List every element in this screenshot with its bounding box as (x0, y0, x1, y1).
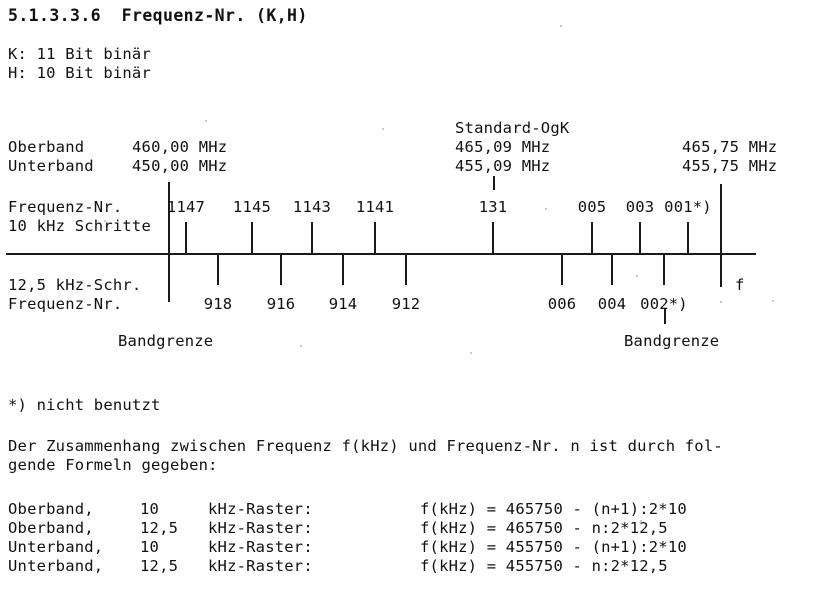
band-limit-label-left: Bandgrenze (118, 332, 214, 350)
formula-band-label: Unterband, (8, 538, 104, 556)
tick-label-10khz: 1147 (166, 198, 206, 216)
tick-mark-125khz (561, 253, 563, 285)
label-frequenz-nr-top: Frequenz-Nr. (8, 198, 123, 216)
frequency-diagram: Oberband Unterband 460,00 MHz 450,00 MHz… (0, 110, 816, 380)
label-125khz-schritte: 12,5 kHz-Schr. (8, 276, 142, 294)
formula-expression: f(kHz) = 455750 - n:2*12,5 (420, 557, 668, 575)
tick-mark-10khz (185, 222, 187, 253)
band-boundary-line-left (168, 182, 170, 302)
value-unterband-end: 455,75 MHz (682, 157, 778, 175)
scan-speckle (210, 468, 212, 470)
tick-label-10khz: 003 (625, 198, 655, 216)
scan-speckle (636, 275, 638, 277)
formula-expression: f(kHz) = 455750 - (n+1):2*10 (420, 538, 687, 556)
scan-speckle (560, 25, 562, 27)
formula-grid-value: 12,5 (140, 557, 179, 575)
tick-label-10khz: 005 (577, 198, 607, 216)
body-paragraph: Der Zusammenhang zwischen Frequenz f(kHz… (8, 437, 723, 474)
formula-band-label: Unterband, (8, 557, 104, 575)
axis-label-f: f (735, 276, 745, 294)
value-oberband-start: 460,00 MHz (132, 138, 228, 156)
label-oberband: Oberband (8, 138, 85, 156)
scan-speckle (205, 120, 207, 122)
scan-speckle (470, 352, 472, 354)
scan-speckle (104, 220, 106, 222)
tick-mark-10khz (687, 222, 689, 253)
formula-grid-value: 10 (140, 500, 160, 518)
tick-label-125khz: 918 (203, 295, 233, 313)
formula-grid-value: 10 (140, 538, 160, 556)
tick-mark-125khz (663, 253, 665, 285)
band-limit-label-right: Bandgrenze (624, 332, 720, 350)
tick-mark-10khz (492, 222, 494, 253)
intro-text: K: 11 Bit binär H: 10 Bit binär (8, 45, 151, 82)
label-standard-ogk: Standard-OgK (455, 119, 570, 137)
formula-band-label: Oberband, (8, 500, 94, 518)
footnote-text: *) nicht benutzt (8, 396, 161, 414)
standard-ogk-pointer-tick (493, 176, 495, 190)
band-boundary-line-right (720, 184, 722, 287)
formula-expression: f(kHz) = 465750 - (n+1):2*10 (420, 500, 687, 518)
tick-label-10khz: 1141 (355, 198, 395, 216)
tick-label-10khz: 001*) (664, 198, 712, 216)
tick-mark-10khz (251, 222, 253, 253)
value-unterband-standard: 455,09 MHz (455, 157, 551, 175)
tick-mark-125khz (611, 253, 613, 285)
tick-label-10khz: 1143 (292, 198, 332, 216)
tick-mark-10khz (311, 222, 313, 253)
scan-speckle (720, 301, 722, 303)
formula-raster-label: kHz-Raster: (208, 557, 313, 575)
tick-mark-125khz (342, 253, 344, 285)
scan-speckle (528, 128, 530, 130)
tick-label-125khz: 912 (391, 295, 421, 313)
tick-mark-10khz (374, 222, 376, 253)
scan-speckle (300, 345, 302, 347)
scan-speckle (382, 128, 384, 130)
value-unterband-start: 450,00 MHz (132, 157, 228, 175)
tick-mark-10khz (639, 222, 641, 253)
page-title: 5.1.3.3.6 Frequenz-Nr. (K,H) (8, 6, 308, 25)
formula-raster-label: kHz-Raster: (208, 500, 313, 518)
scan-speckle (545, 208, 547, 210)
scan-speckle (640, 520, 642, 522)
tick-mark-10khz (591, 222, 593, 253)
formula-raster-label: kHz-Raster: (208, 538, 313, 556)
label-unterband: Unterband (8, 157, 94, 175)
tick-label-125khz: 004 (597, 295, 627, 313)
frequency-axis-line (6, 253, 756, 255)
value-oberband-standard: 465,09 MHz (455, 138, 551, 156)
label-frequenz-nr-bottom: Frequenz-Nr. (8, 295, 123, 313)
formula-raster-label: kHz-Raster: (208, 519, 313, 537)
tick-label-125khz: 916 (266, 295, 296, 313)
tick-label-10khz: 131 (478, 198, 508, 216)
formula-expression: f(kHz) = 465750 - n:2*12,5 (420, 519, 668, 537)
tick-label-125khz: 002*) (640, 295, 688, 313)
formula-band-label: Oberband, (8, 519, 94, 537)
value-oberband-end: 465,75 MHz (682, 138, 778, 156)
tick-mark-125khz (405, 253, 407, 285)
formula-grid-value: 12,5 (140, 519, 179, 537)
tick-label-10khz: 1145 (232, 198, 272, 216)
tick-label-125khz: 006 (547, 295, 577, 313)
tick-label-125khz: 914 (328, 295, 358, 313)
tick-mark-125khz (217, 253, 219, 285)
band-limit-tick-right (664, 308, 666, 324)
tick-mark-125khz (280, 253, 282, 285)
label-10khz-schritte: 10 kHz Schritte (8, 217, 151, 235)
scan-speckle (772, 300, 774, 302)
